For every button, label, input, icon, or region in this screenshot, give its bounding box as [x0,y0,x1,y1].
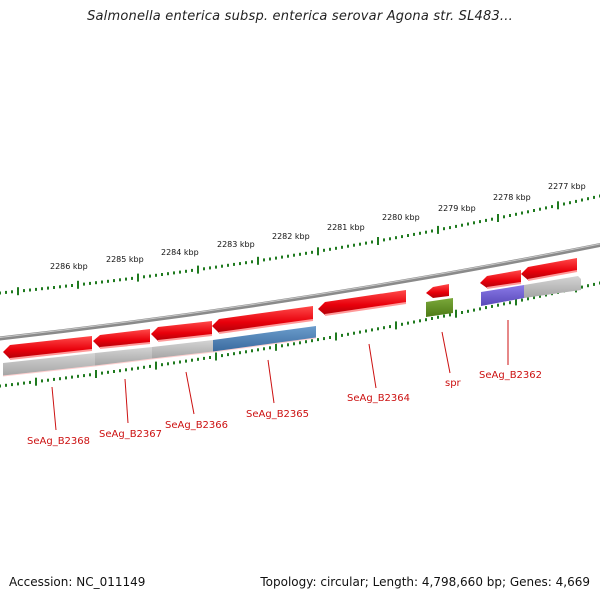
gene-label[interactable]: SeAg_B2362 [479,370,542,381]
gene-feature[interactable] [426,298,453,317]
map-title: Salmonella enterica subsp. enterica sero… [87,9,513,24]
tick-label: 2284 kbp [161,248,199,257]
gene-feature[interactable] [481,285,524,306]
gene-feature[interactable] [3,353,95,376]
gene-label[interactable]: SeAg_B2368 [27,436,90,447]
tick-label: 2279 kbp [438,204,476,213]
cds-arrow[interactable] [318,290,406,315]
gene-leader-lines [51,320,509,431]
ruler-labels: 2286 kbp 2285 kbp 2284 kbp 2283 kbp 2282… [50,182,586,271]
tick-label: 2277 kbp [548,182,586,191]
genome-stats-text: Topology: circular; Length: 4,798,660 bp… [260,575,590,589]
gene-feature[interactable] [213,326,316,352]
tick-label: 2278 kbp [493,193,531,202]
genome-backbone [0,242,600,341]
gene-feature[interactable] [95,347,152,366]
cds-track [3,258,578,360]
tick-label: 2280 kbp [382,213,420,222]
gene-feature[interactable] [152,340,213,359]
cds-arrow[interactable] [93,329,150,348]
tick-label: 2286 kbp [50,262,88,271]
gene-label[interactable]: spr [445,378,462,389]
tick-label: 2282 kbp [272,232,310,241]
gene-feature[interactable] [524,276,581,298]
gene-track-grey [2,276,581,377]
ruler-inner-track [0,281,600,388]
ruler-outer-track [0,194,600,296]
cds-arrow[interactable] [426,284,449,298]
gene-labels: SeAg_B2368 SeAg_B2367 SeAg_B2366 SeAg_B2… [27,370,542,447]
cds-arrow[interactable] [521,258,577,280]
cds-arrow[interactable] [212,306,313,333]
tick-label: 2283 kbp [217,240,255,249]
tick-label: 2285 kbp [106,255,144,264]
gene-label[interactable]: SeAg_B2367 [99,429,162,440]
gene-label[interactable]: SeAg_B2366 [165,420,228,431]
accession-text: Accession: NC_011149 [9,575,146,589]
gene-label[interactable]: SeAg_B2365 [246,409,309,420]
cds-arrow[interactable] [3,336,92,359]
genome-backbone-highlight [0,243,600,338]
gene-label[interactable]: SeAg_B2364 [347,393,410,404]
tick-label: 2281 kbp [327,223,365,232]
